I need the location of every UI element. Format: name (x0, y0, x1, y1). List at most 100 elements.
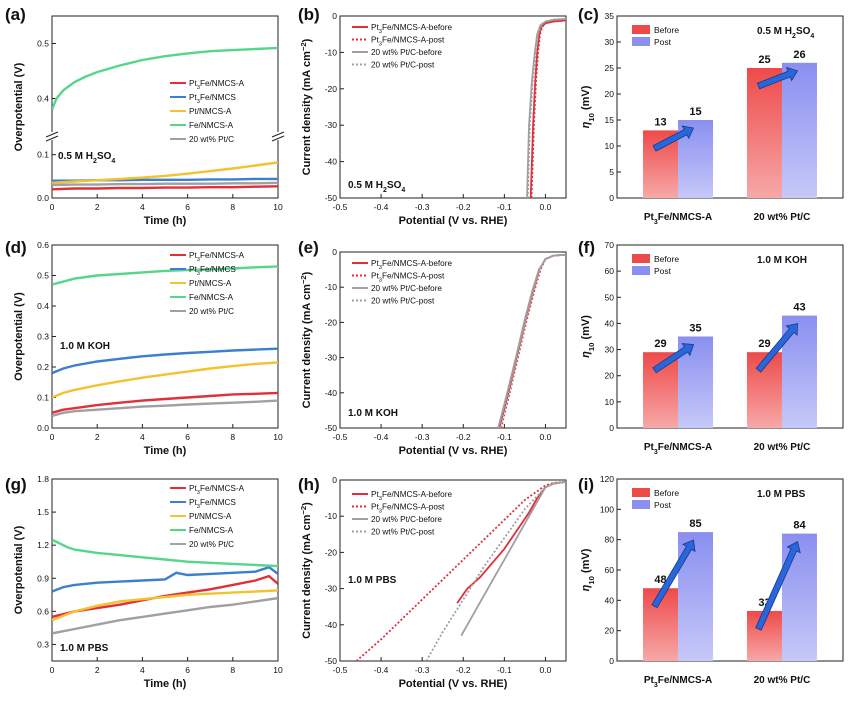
x-axis-label: Potential (V vs. RHE) (399, 445, 508, 457)
condition-label: 0.5 M H2SO4 (58, 151, 115, 165)
x-tick-label: -0.1 (497, 665, 512, 675)
series-line-3 (499, 253, 566, 428)
x-tick-label: -0.5 (333, 665, 348, 675)
category-label: Pt3Fe/NMCS-A (644, 675, 712, 689)
legend-entry: 20 wt% Pt/C (189, 307, 234, 316)
y-tick-label: -30 (325, 120, 338, 130)
panel-g: (g) 0 2 4 6 8 10 0.3 0.6 0.9 1.2 1.5 1.8 Time (h) Over… (5, 474, 283, 690)
x-axis-label: Time (h) (144, 215, 187, 227)
legend-swatch (632, 254, 650, 263)
legend-entry: 20 wt% Pt/C (189, 540, 234, 549)
x-tick-label: 2 (95, 202, 100, 212)
y-tick-label: 0.1 (37, 150, 49, 160)
x-tick-label: 0.0 (540, 432, 552, 442)
trend-arrow (756, 66, 799, 90)
x-tick-label: -0.4 (374, 202, 389, 212)
y-tick-label: -10 (325, 511, 338, 521)
y-axis-label: Current density (mA cm−2) (299, 38, 314, 175)
panel-label: (a) (5, 5, 26, 24)
x-tick-label: -0.4 (374, 665, 389, 675)
legend-entry: 20 wt% Pt/C-before (371, 284, 442, 293)
panel-b: (b) -0.5 -0.4 -0.3 -0.2 -0.1 0.0 -50 -40 -30 -20 -1… (298, 5, 567, 227)
y-tick-label: 70 (605, 240, 615, 250)
x-tick-label: 8 (230, 665, 235, 675)
legend-entry: Pt3Fe/NMCS-A-before (371, 490, 452, 502)
series-line-2 (460, 480, 566, 637)
legend-entry: Post (654, 37, 672, 47)
plot-frame (339, 479, 567, 662)
y-tick-label: 0 (332, 475, 337, 485)
panel-label: (c) (578, 5, 599, 24)
x-tick-label: 8 (230, 432, 235, 442)
y-axis-label: Current density (mA cm−2) (299, 502, 314, 639)
category-label: 20 wt% Pt/C (754, 212, 811, 223)
y-tick-label: 15 (605, 115, 615, 125)
y-tick-label: 50 (605, 292, 615, 302)
bar-post (781, 62, 817, 198)
y-tick-label: 20 (605, 371, 615, 381)
bar-value-label: 84 (793, 520, 806, 532)
bar-value-label: 29 (758, 338, 770, 350)
series-line-4 (52, 399, 278, 417)
x-tick-label: 0.0 (540, 202, 552, 212)
panel-label: (g) (5, 475, 27, 494)
series-line-4 (52, 596, 278, 635)
y-tick-label: 0.0 (37, 193, 49, 203)
legend-swatch (632, 266, 650, 275)
x-tick-label: 0 (50, 432, 55, 442)
legend-entry: Before (654, 25, 679, 35)
panel-label: (e) (298, 238, 319, 257)
x-axis-label: Time (h) (144, 445, 187, 457)
legend-entry: 20 wt% Pt/C-post (371, 61, 435, 70)
y-axis-label: Overpotential (V) (13, 525, 25, 614)
condition-label: 1.0 M PBS (60, 643, 109, 654)
plot-frame (51, 15, 279, 199)
y-tick-label: -30 (325, 353, 338, 363)
condition-label: 1.0 M KOH (60, 341, 110, 352)
y-tick-label: 5 (609, 167, 614, 177)
bar-value-label: 43 (793, 302, 805, 314)
trend-arrow (755, 323, 798, 373)
x-tick-label: 4 (140, 432, 145, 442)
y-tick-label: -50 (325, 656, 338, 666)
y-axis-label: η10 (mV) (580, 315, 596, 358)
bar-value-label: 35 (689, 323, 701, 335)
plot-frame (51, 478, 279, 662)
legend-entry: Fe/NMCS-A (189, 121, 234, 130)
condition-label: 1.0 M PBS (348, 575, 397, 586)
series-line-1 (500, 253, 566, 428)
y-tick-label: -20 (325, 84, 338, 94)
series-line-2 (497, 253, 566, 428)
y-tick-label: 0.4 (37, 301, 49, 311)
bar-value-label: 85 (689, 518, 701, 530)
legend-entry: Pt3Fe/NMCS-A-post (371, 503, 445, 515)
y-tick-label: 0.4 (37, 94, 49, 104)
panel-f: (f) 0 10 20 30 40 50 60 70 η10 (mV) Pt3Fe/NMCS-A 29… (578, 238, 844, 456)
x-tick-label: 0 (50, 665, 55, 675)
x-tick-label: 0.0 (540, 665, 552, 675)
axis-break-mark (271, 131, 285, 138)
y-tick-label: 1.5 (37, 507, 49, 517)
x-tick-label: 0 (50, 202, 55, 212)
y-tick-label: 0.2 (37, 362, 49, 372)
y-tick-label: 0 (332, 247, 337, 257)
condition-label: 1.0 M KOH (348, 408, 398, 419)
y-tick-label: 0.1 (37, 393, 49, 403)
y-tick-label: 25 (605, 63, 615, 73)
panel-label: (d) (5, 238, 27, 257)
legend-entry: Pt3Fe/NMCS (189, 265, 236, 277)
panel-label: (b) (298, 5, 320, 24)
y-tick-label: 1.2 (37, 540, 49, 550)
x-tick-label: 10 (273, 432, 283, 442)
y-tick-label: -50 (325, 423, 338, 433)
trend-arrow (652, 343, 695, 374)
y-tick-label: 80 (605, 535, 615, 545)
legend-entry: Pt3Fe/NMCS-A-post (371, 272, 445, 284)
y-tick-label: 20 (605, 89, 615, 99)
y-tick-label: 40 (605, 318, 615, 328)
legend-swatch (632, 488, 650, 497)
y-tick-label: 0 (332, 11, 337, 21)
category-label: 20 wt% Pt/C (754, 442, 811, 453)
y-tick-label: 0 (609, 193, 614, 203)
